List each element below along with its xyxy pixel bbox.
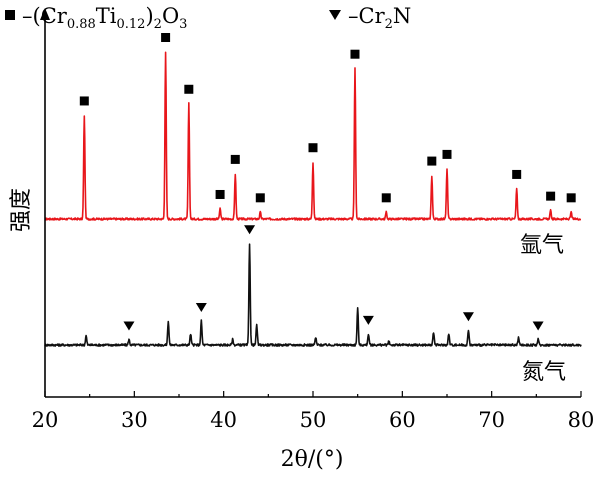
marker-triangle-1 bbox=[195, 302, 207, 312]
legend-label-oxide-sub1: 0.88 bbox=[67, 17, 96, 32]
legend-label-oxide-ti: Ti bbox=[96, 4, 117, 28]
legend-label-nitride-prefix: –Cr bbox=[348, 4, 386, 28]
marker-square-4 bbox=[230, 154, 240, 164]
marker-square-2 bbox=[184, 84, 194, 94]
series-line-nitrogen bbox=[44, 243, 582, 347]
legend-entry-nitride: –Cr2N bbox=[329, 4, 411, 32]
x-tick-label-50: 50 bbox=[300, 408, 327, 432]
series-label-argon: 氩气 bbox=[520, 233, 564, 258]
marker-square-1 bbox=[161, 33, 171, 42]
marker-triangle-4 bbox=[462, 312, 474, 322]
marker-triangle-5 bbox=[532, 321, 544, 331]
x-tick-label-80: 80 bbox=[568, 408, 595, 432]
series-line-argon bbox=[44, 51, 582, 221]
y-axis-arrow-icon bbox=[40, 8, 50, 20]
marker-square-3 bbox=[215, 189, 225, 199]
x-tick-label-40: 40 bbox=[210, 408, 237, 432]
legend-label-nitride-n: N bbox=[393, 4, 411, 28]
legend-label-oxide-sub3: 2 bbox=[154, 17, 162, 32]
x-ticks: 20 30 40 50 60 70 80 bbox=[32, 391, 595, 432]
legend-label-oxide-sub4: 3 bbox=[179, 17, 187, 32]
legend: –(Cr0.88Ti0.12)2O3 –Cr2N bbox=[5, 4, 411, 32]
legend-triangle-icon bbox=[329, 10, 341, 20]
marker-triangle-2 bbox=[244, 225, 256, 235]
x-tick-label-30: 30 bbox=[121, 408, 148, 432]
marker-square-7 bbox=[350, 49, 360, 59]
series-label-nitrogen: 氮气 bbox=[522, 360, 566, 385]
series-layer bbox=[44, 51, 582, 347]
marker-triangle-3 bbox=[362, 315, 374, 325]
legend-square-icon bbox=[5, 10, 15, 20]
legend-label-oxide: –(Cr0.88Ti0.12)2O3 bbox=[22, 4, 187, 32]
legend-label-oxide-o: O bbox=[162, 4, 179, 28]
legend-label-oxide-sub2: 0.12 bbox=[117, 17, 146, 32]
marker-square-0 bbox=[79, 96, 89, 106]
marker-square-11 bbox=[512, 169, 522, 179]
marker-square-10 bbox=[442, 149, 452, 159]
phase-marker-layer bbox=[79, 33, 576, 331]
y-axis-label: 强度 bbox=[9, 188, 34, 232]
x-axis-label: 2θ/(°) bbox=[281, 447, 344, 472]
legend-label-nitride: –Cr2N bbox=[348, 4, 411, 32]
legend-entry-oxide: –(Cr0.88Ti0.12)2O3 bbox=[5, 4, 187, 32]
x-tick-label-70: 70 bbox=[478, 408, 505, 432]
marker-square-6 bbox=[308, 143, 318, 153]
marker-square-5 bbox=[255, 193, 265, 203]
marker-square-8 bbox=[381, 193, 391, 203]
legend-label-oxide-paren: ) bbox=[145, 4, 153, 28]
x-tick-label-60: 60 bbox=[389, 408, 416, 432]
marker-triangle-0 bbox=[123, 321, 135, 331]
marker-square-13 bbox=[566, 193, 576, 203]
marker-square-9 bbox=[427, 156, 437, 166]
legend-label-nitride-sub: 2 bbox=[385, 17, 393, 32]
x-tick-label-20: 20 bbox=[32, 408, 59, 432]
marker-square-12 bbox=[546, 191, 556, 201]
